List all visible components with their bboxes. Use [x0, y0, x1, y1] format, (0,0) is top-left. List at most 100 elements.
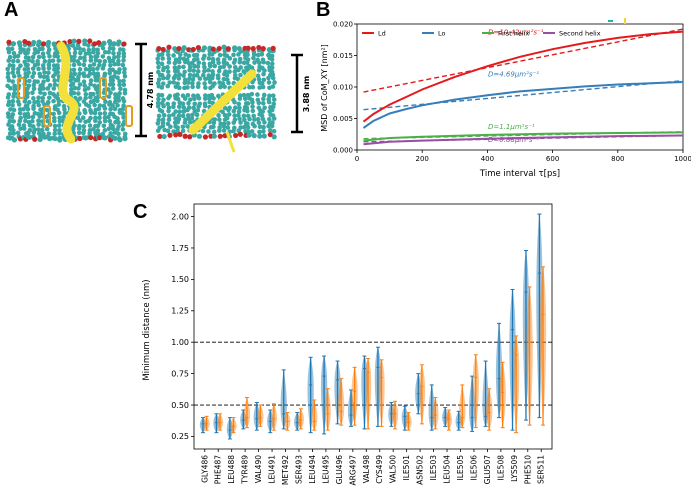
lipid-bead: [35, 79, 40, 84]
lipid-bead: [40, 82, 45, 88]
helix-ribbon: [56, 41, 79, 144]
lipid-bead: [161, 103, 166, 109]
lipid-bead: [110, 58, 116, 63]
lipid-bead: [237, 116, 242, 122]
lipid-bead: [180, 128, 186, 134]
lipid-bead: [257, 129, 262, 135]
lipid-bead: [224, 61, 230, 66]
lipid-bead: [101, 123, 107, 129]
lipid-bead: [42, 70, 47, 75]
lipid-bead: [30, 114, 36, 120]
lipid-bead: [194, 112, 200, 118]
lipid-bead: [256, 68, 262, 73]
cholesterol: [43, 105, 51, 127]
headgroup-bead: [92, 41, 98, 47]
lipid-bead: [81, 79, 87, 85]
cholesterol: [99, 77, 107, 99]
lipid-bead: [16, 102, 22, 107]
lipid-bead: [196, 104, 201, 109]
residue-label: CYS499: [375, 455, 384, 484]
lipid-bead: [226, 80, 231, 86]
headgroup-bead: [16, 40, 23, 46]
lipid-bead: [5, 66, 11, 72]
cholesterol: [17, 77, 25, 99]
lipid-bead: [81, 62, 87, 68]
lipid-bead: [231, 108, 237, 114]
lipid-bead: [82, 58, 87, 63]
lipid-bead: [6, 78, 12, 83]
lipid-bead: [47, 58, 52, 64]
lipid-bead: [197, 76, 203, 81]
lipid-bead: [172, 65, 178, 70]
headgroup-bead: [117, 137, 123, 143]
lipid-bead: [41, 54, 46, 60]
series-line: [362, 30, 684, 123]
headgroup-bead: [26, 40, 32, 46]
lipid-bead: [241, 113, 247, 119]
headgroup-bead: [32, 136, 38, 142]
lipid-bead: [176, 76, 182, 81]
lipid-bead: [190, 112, 195, 118]
lipid-bead: [261, 96, 266, 102]
panel-b-letter: B: [316, 0, 331, 21]
diffusion-annotation: D=1.1μm²s⁻¹: [488, 123, 535, 131]
lipid-bead: [242, 117, 247, 123]
lipid-bead: [250, 100, 255, 105]
lipid-bead: [77, 118, 83, 123]
headgroup-bead: [71, 38, 77, 44]
lipid-bead: [122, 73, 128, 79]
lipid-bead: [257, 124, 263, 130]
lipid-bead: [25, 62, 30, 68]
lipid-bead: [87, 51, 92, 56]
lipid-bead: [190, 81, 195, 86]
lipid-bead: [245, 108, 250, 114]
lipid-bead: [56, 98, 62, 104]
lipid-bead: [45, 77, 51, 83]
lipid-bead: [270, 84, 276, 89]
headgroup-bead: [160, 46, 166, 53]
lipid-bead: [7, 131, 13, 136]
lipid-bead: [206, 67, 211, 73]
lipid-bead: [160, 56, 165, 61]
lipid-bead: [266, 117, 272, 122]
violins: [199, 213, 547, 440]
lipid-bead: [107, 70, 113, 76]
lipid-bead: [217, 128, 222, 133]
lipid-bead: [78, 50, 83, 56]
lipid-bead: [91, 62, 97, 67]
headgroup-bead: [157, 133, 163, 140]
lipid-bead: [86, 118, 92, 124]
lipid-bead: [82, 73, 87, 79]
lipid-bead: [226, 107, 231, 113]
lipid-bead: [267, 128, 273, 133]
lipid-bead: [165, 83, 171, 89]
lipid-bead: [95, 73, 101, 79]
lipid-bead: [81, 47, 86, 53]
lipid-bead: [112, 61, 117, 67]
lipid-bead: [110, 46, 116, 52]
y-tick-label: 0.25: [171, 432, 189, 441]
lipid-bead: [10, 98, 16, 104]
lipid-bead: [121, 115, 126, 120]
lipid-bead: [108, 106, 113, 112]
lipid-bead: [241, 60, 247, 66]
lipid-bead: [185, 85, 190, 90]
lipid-bead: [168, 124, 173, 130]
lipid-bead: [232, 113, 237, 118]
lipid-bead: [259, 81, 265, 86]
lipid-bead: [155, 121, 161, 126]
lipid-bead: [10, 63, 16, 68]
lipid-bead: [167, 80, 172, 85]
lipid-bead: [120, 127, 126, 132]
lipid-bead: [245, 52, 250, 58]
lipid-bead: [102, 106, 108, 111]
lipid-bead: [76, 126, 82, 131]
lipid-bead: [182, 80, 188, 86]
lipid-bead: [71, 62, 77, 68]
lipid-bead: [195, 64, 201, 69]
lipid-bead: [186, 53, 192, 59]
lipid-bead: [113, 70, 118, 75]
y-tick-label: 1.25: [171, 307, 189, 316]
lipid-bead: [110, 126, 116, 132]
lipid-bead: [71, 90, 77, 96]
